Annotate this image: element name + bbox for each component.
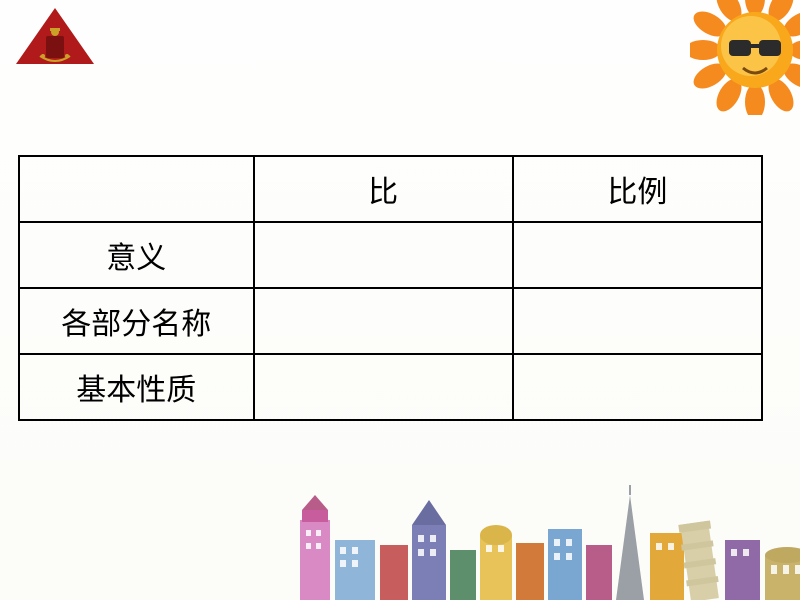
row-label: 意义 xyxy=(19,222,254,288)
table-row: 基本性质 xyxy=(19,354,762,420)
city-skyline-icon xyxy=(300,485,800,600)
cell xyxy=(254,288,513,354)
row-label: 各部分名称 xyxy=(19,288,254,354)
header-empty xyxy=(19,156,254,222)
sun-icon xyxy=(690,0,800,115)
table-header-row: 比 比例 xyxy=(19,156,762,222)
comparison-table: 比 比例 意义 各部分名称 基本性质 xyxy=(18,155,763,421)
cell xyxy=(513,222,762,288)
cell xyxy=(254,222,513,288)
header-bili: 比例 xyxy=(513,156,762,222)
table-row: 意义 xyxy=(19,222,762,288)
cell xyxy=(254,354,513,420)
slide: { "table": { "header": { "c0": "", "c1":… xyxy=(0,0,800,600)
header-bi: 比 xyxy=(254,156,513,222)
cell xyxy=(513,354,762,420)
logo-icon xyxy=(14,6,96,68)
row-label: 基本性质 xyxy=(19,354,254,420)
table-row: 各部分名称 xyxy=(19,288,762,354)
cell xyxy=(513,288,762,354)
